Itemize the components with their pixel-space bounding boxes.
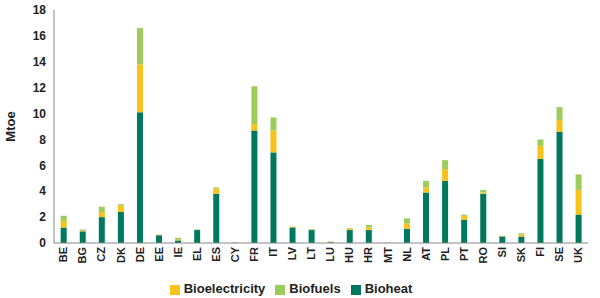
svg-text:PL: PL (439, 247, 451, 261)
svg-text:ES: ES (210, 247, 222, 262)
svg-text:SK: SK (515, 247, 527, 262)
svg-text:NL: NL (401, 247, 413, 262)
svg-text:FR: FR (248, 247, 260, 262)
svg-text:DK: DK (115, 247, 127, 263)
svg-text:DE: DE (134, 247, 146, 262)
svg-text:CZ: CZ (95, 247, 107, 262)
svg-text:0: 0 (39, 236, 46, 250)
svg-text:LT: LT (305, 247, 317, 260)
svg-text:10: 10 (33, 107, 47, 121)
svg-text:MT: MT (382, 247, 394, 263)
svg-text:BE: BE (57, 247, 69, 262)
svg-text:8: 8 (39, 133, 46, 147)
svg-text:RO: RO (477, 247, 489, 264)
svg-text:EL: EL (191, 247, 203, 261)
svg-text:LV: LV (286, 246, 298, 260)
svg-text:6: 6 (39, 159, 46, 173)
html-text:Biofuels: Biofuels (289, 281, 341, 296)
svg-text:IT: IT (267, 247, 279, 257)
svg-text:2: 2 (39, 210, 46, 224)
svg-text:FI: FI (534, 247, 546, 257)
svg-text:HU: HU (343, 247, 355, 263)
svg-text:AT: AT (420, 247, 432, 261)
svg-text:12: 12 (33, 81, 47, 95)
svg-text:PT: PT (458, 247, 470, 261)
html-text:Bioelectricity: Bioelectricity (183, 281, 266, 296)
svg-text:SI: SI (496, 247, 508, 257)
svg-text:UK: UK (572, 247, 584, 263)
svg-text:14: 14 (33, 55, 47, 69)
svg-text:18: 18 (33, 3, 47, 17)
svg-text:16: 16 (33, 29, 47, 43)
svg-text:IE: IE (172, 247, 184, 257)
svg-text:SE: SE (553, 247, 565, 262)
svg-text:LU: LU (324, 247, 336, 262)
svg-text:HR: HR (362, 247, 374, 263)
svg-text:4: 4 (39, 184, 46, 198)
svg-text:EE: EE (153, 247, 165, 262)
svg-text:Mtoe: Mtoe (8, 111, 18, 141)
svg-text:BG: BG (76, 247, 88, 264)
svg-text:CY: CY (229, 246, 241, 262)
html-text:Bioheat: Bioheat (364, 281, 413, 296)
